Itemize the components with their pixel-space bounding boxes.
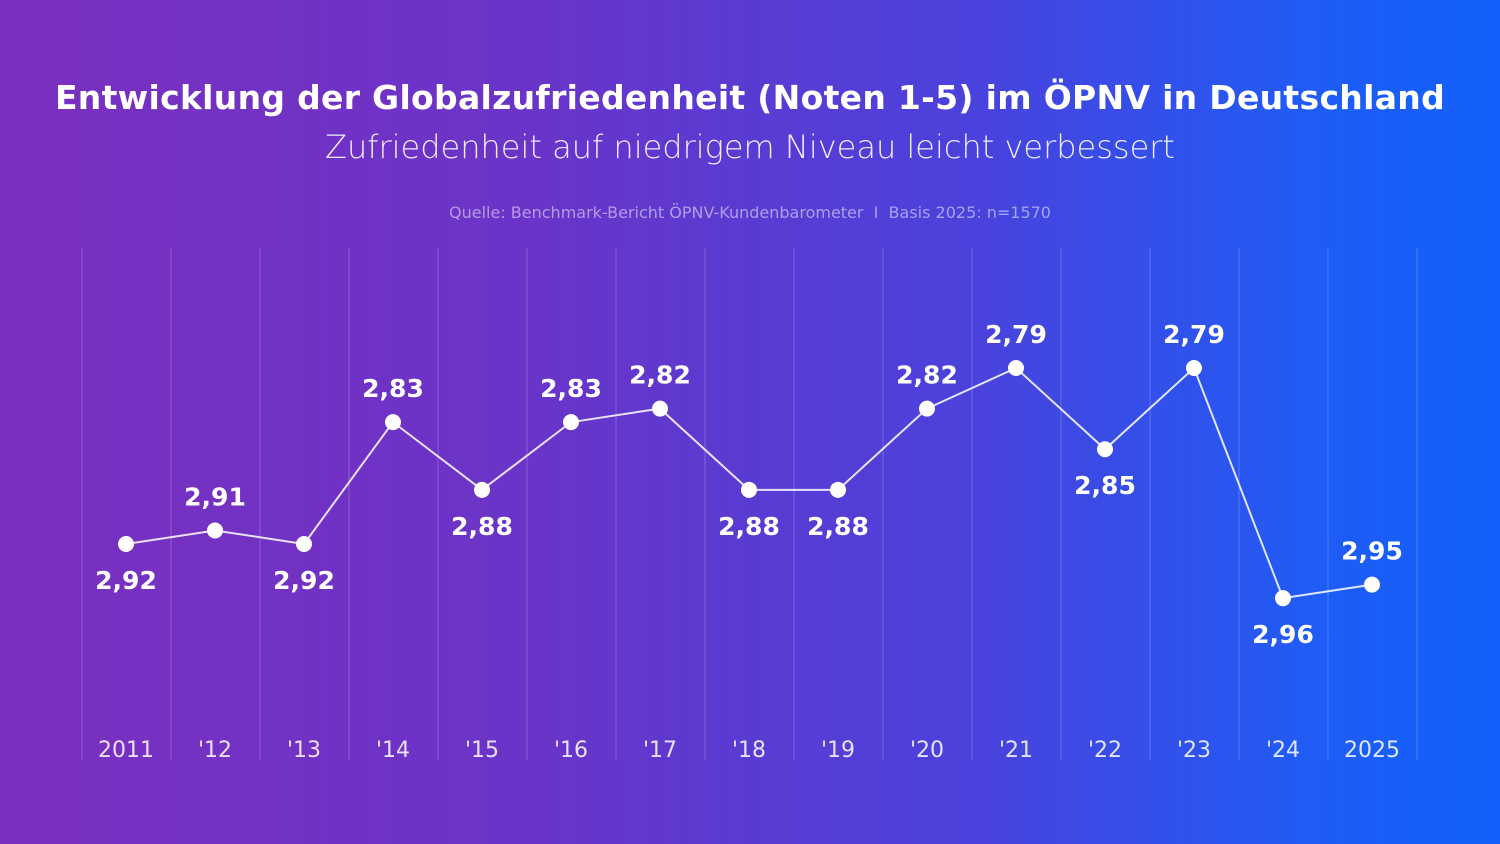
x-tick-label: '13 [287,738,321,763]
data-label: 2,82 [896,361,958,390]
data-point [118,536,134,552]
data-point [830,481,846,498]
data-point [207,522,223,539]
data-label: 2,92 [273,566,335,595]
data-label: 2,96 [1252,620,1314,649]
data-point [741,481,757,498]
x-tick-label: '17 [643,738,677,763]
data-point [1186,359,1202,376]
x-tick-label: '19 [821,738,855,763]
x-tick-label: '22 [1088,738,1122,763]
source-note: Quelle: Benchmark-Bericht ÖPNV-Kundenbar… [449,203,1051,222]
x-tick-label: '14 [376,738,410,763]
chart-subtitle: Zufriedenheit auf niedrigem Niveau leich… [325,128,1175,166]
data-label: 2,82 [629,361,691,390]
data-label: 2,88 [807,512,869,541]
data-label: 2,91 [184,482,246,511]
data-point [919,400,935,417]
x-tick-label: '15 [465,738,499,763]
data-label: 2,79 [1163,320,1225,349]
x-tick-label: '24 [1266,738,1300,763]
x-tick-label: '23 [1177,738,1211,763]
data-point [1275,590,1291,607]
x-tick-label: '20 [910,738,944,763]
data-label: 2,83 [540,374,602,403]
data-point [1097,441,1113,458]
x-tick-label: '16 [554,738,588,763]
data-point [1008,359,1024,376]
x-tick-label: '21 [999,738,1033,763]
data-label: 2,95 [1341,537,1403,566]
data-label: 2,88 [718,512,780,541]
data-label: 2,92 [95,566,157,595]
data-point [474,481,490,498]
data-label: 2,85 [1074,471,1136,500]
data-point [563,414,579,431]
data-point [385,414,401,431]
data-point [652,400,668,417]
x-tick-label: 2011 [98,738,154,763]
x-tick-label: '18 [732,738,766,763]
data-label: 2,79 [985,320,1047,349]
data-point [296,536,312,552]
x-tick-label: 2025 [1344,738,1400,763]
x-tick-label: '12 [198,738,232,763]
data-label: 2,83 [362,374,424,403]
data-point [1364,576,1380,593]
data-label: 2,88 [451,512,513,541]
chart-title: Entwicklung der Globalzufriedenheit (Not… [54,78,1446,117]
